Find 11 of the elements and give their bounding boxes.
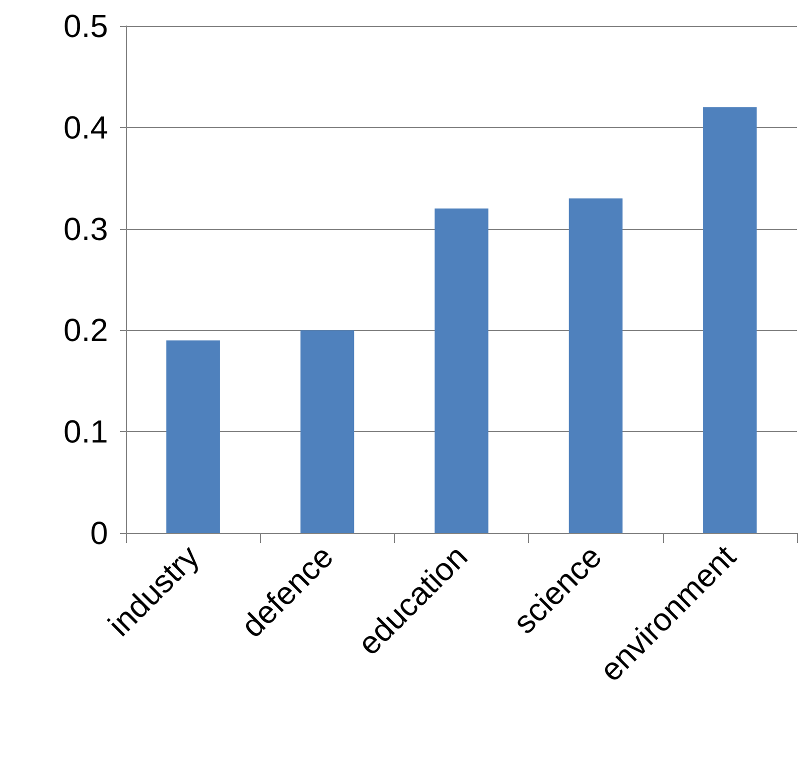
- bar: [568, 198, 623, 533]
- bar: [300, 330, 354, 533]
- y-tick-label: 0.3: [64, 210, 108, 247]
- bar: [166, 340, 220, 533]
- bar: [703, 107, 757, 533]
- y-tick-label: 0.1: [64, 414, 108, 450]
- bar: [434, 208, 488, 533]
- y-tick-label: 0: [90, 515, 108, 551]
- y-tick-label: 0.2: [64, 312, 108, 348]
- y-tick-label: 0.5: [64, 8, 108, 44]
- y-tick-label: 0.4: [64, 109, 108, 146]
